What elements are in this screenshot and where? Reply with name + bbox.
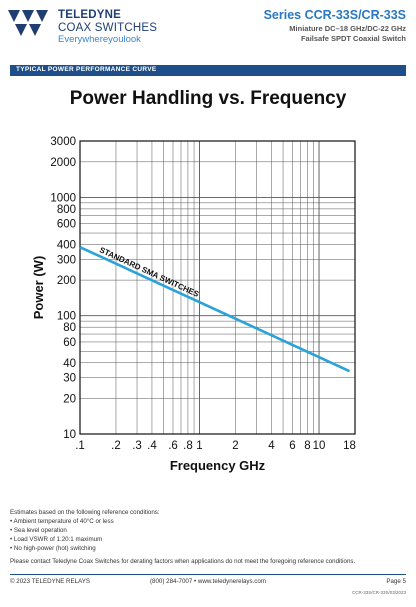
y-tick-label: 1000 [50,192,76,204]
y-tick-label: 200 [57,275,76,287]
series-title: Series CCR-33S/CR-33S [263,8,406,22]
footer-contact: (800) 284-7007 • www.teledynerelays.com [149,578,266,585]
x-tick-label: 1 [196,440,202,452]
notes-item: • Load VSWR of 1.20:1 maximum [10,536,103,543]
footer-docnum: CCR-33S/CR-33S/03/2023 [351,590,406,595]
x-axis-label: Frequency GHz [170,458,266,473]
x-tick-label: 6 [289,440,295,452]
teledyne-logo-icon [8,10,48,36]
y-tick-label: 10 [63,429,76,441]
y-tick-label: 300 [57,254,76,266]
x-tick-label: .8 [183,440,193,452]
y-tick-label: 60 [63,337,76,349]
plot-frame [79,140,356,435]
footer-page: Page 5 [386,578,406,585]
series-line [79,245,351,373]
footer-copyright: © 2023 TELEDYNE RELAYS [10,578,90,585]
footer-divider [10,574,406,575]
series-subtitle-2: Failsafe SPDT Coaxial Switch [300,34,406,43]
derating-note: Please contact Teledyne Coax Switches fo… [10,558,356,565]
y-tick-label: 600 [57,219,76,231]
y-tick-label: 20 [63,393,76,405]
section-banner: TYPICAL POWER PERFORMANCE CURVE [10,65,406,76]
series-block: Series CCR-33S/CR-33S Miniature DC–18 GH… [264,8,406,43]
reference-notes: Estimates based on the following referen… [10,508,160,553]
y-tick-label: 40 [63,358,76,370]
series-label: STANDARD SMA SWITCHES [98,245,201,299]
x-tick-label: .4 [147,440,157,452]
x-tick-label: 4 [268,440,275,452]
section-banner-label: TYPICAL POWER PERFORMANCE CURVE [16,66,157,73]
brand-block: TELEDYNE COAX SWITCHES Everywhereyoulook [58,9,158,45]
notes-item: • No high-power (hot) switching [10,545,96,552]
brand-name: TELEDYNE [58,9,121,21]
x-tick-label: 18 [343,440,356,452]
brand-tagline: Everywhereyoulook [58,34,141,45]
series-subtitle-1: Miniature DC–18 GHz/DC-22 GHz [289,24,406,33]
x-tick-label: 2 [232,440,238,452]
x-tick-label: .6 [168,440,178,452]
x-tick-label: 8 [304,440,310,452]
x-tick-label: .3 [132,440,142,452]
y-tick-label: 2000 [50,157,76,169]
y-tick-label: 100 [57,311,76,323]
x-tick-label: .2 [111,440,121,452]
notes-intro: Estimates based on the following referen… [10,509,160,516]
x-tick-label: .1 [75,440,85,452]
chart-title: Power Handling vs. Frequency [69,88,347,109]
y-axis-label: Power (W) [31,256,46,320]
notes-item: • Ambient temperature of 40°C or less [10,518,114,525]
x-tick-label: 10 [313,440,326,452]
y-tick-label: 800 [57,204,76,216]
page-header: TELEDYNE COAX SWITCHES Everywhereyoulook… [0,0,416,60]
notes-item: • Sea level operation [10,527,67,534]
y-tick-label: 400 [57,240,76,252]
y-tick-label: 80 [63,322,76,334]
y-tick-label: 3000 [50,136,76,148]
brand-division: COAX SWITCHES [58,21,158,34]
y-tick-label: 30 [63,373,76,385]
